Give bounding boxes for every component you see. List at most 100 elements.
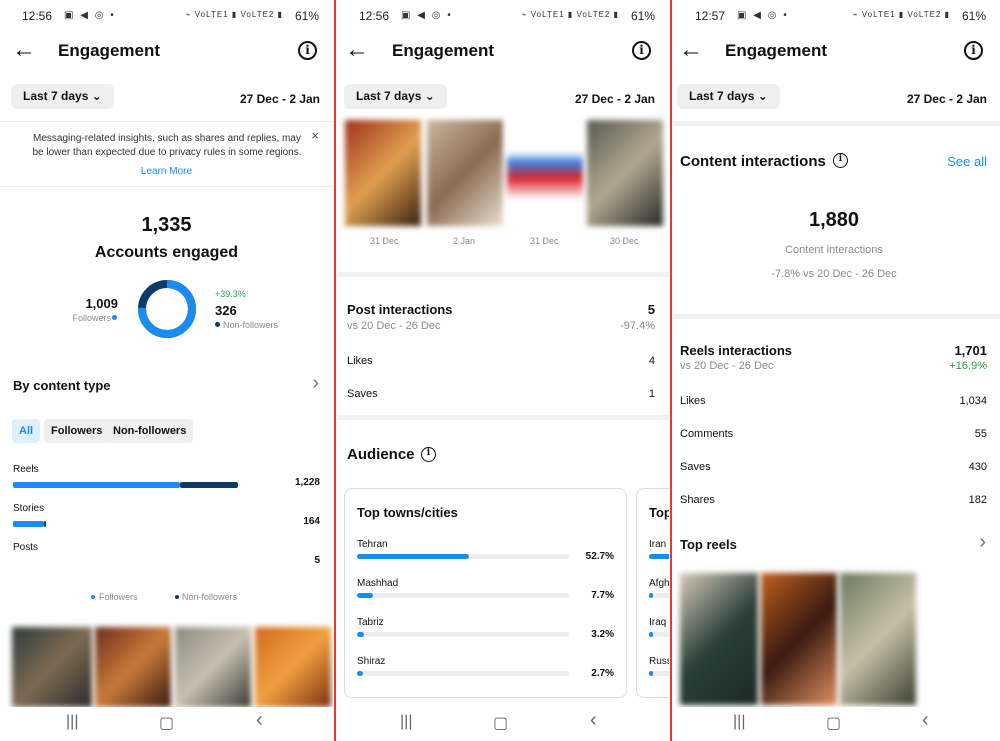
back-nav-icon[interactable]: ‹ [922, 709, 929, 731]
reels-change: +16.9% [949, 360, 987, 372]
city-name: Tehran [357, 539, 388, 550]
likes-value: 4 [648, 355, 655, 367]
chevron-down-icon: ⌄ [91, 89, 102, 103]
section-separator [337, 415, 669, 420]
tab-non-followers[interactable]: Non-followers [106, 419, 194, 443]
reel-thumbnail[interactable] [761, 573, 837, 705]
top-cities-card: Top towns/cities Tehran 52.7% Mashhad 7.7% T… [344, 488, 627, 698]
recents-icon[interactable]: ||| [733, 713, 746, 730]
content-type-label: Reels [13, 464, 39, 475]
country-name: Afgh [649, 578, 669, 589]
info-icon[interactable]: i [632, 41, 651, 60]
content-thumbnail[interactable] [12, 627, 92, 707]
metric-label: Saves [680, 461, 711, 473]
post-thumbnail[interactable] [427, 120, 503, 226]
reels-compare-range: vs 20 Dec - 26 Dec [680, 360, 774, 372]
metric-label: Comments [680, 428, 734, 440]
city-percent: 2.7% [591, 668, 614, 679]
reel-thumbnail[interactable] [840, 573, 916, 705]
content-thumbnail[interactable] [95, 627, 171, 707]
recents-icon[interactable]: ||| [400, 713, 413, 730]
audience-title: Audience [347, 446, 415, 463]
post-date: 31 Dec [370, 236, 399, 246]
back-arrow-icon[interactable]: ← [679, 36, 703, 63]
followers-count: 1,009 [85, 296, 118, 311]
post-interactions-title: Post interactions [347, 302, 453, 317]
back-nav-icon[interactable]: ‹ [256, 709, 263, 731]
content-thumbnail[interactable] [175, 627, 251, 707]
period-dropdown[interactable]: Last 7 days ⌄ [344, 84, 447, 109]
country-bar-track [649, 554, 669, 559]
back-arrow-icon[interactable]: ← [12, 36, 36, 63]
top-countries-title: Top [649, 505, 669, 520]
post-thumbnail[interactable] [345, 120, 421, 226]
metric-value: 55 [974, 428, 987, 440]
reels-interactions-value: 1,701 [954, 343, 987, 358]
metric-value: 1,034 [959, 395, 987, 407]
metric-value: 430 [968, 461, 987, 473]
info-icon[interactable]: i [833, 153, 848, 168]
notification-icons: ▣ ◀ ◎ • [64, 10, 116, 21]
see-all-link[interactable]: See all [947, 154, 987, 169]
tab-followers[interactable]: Followers [44, 419, 110, 443]
info-icon[interactable]: i [421, 447, 436, 462]
post-thumbnail[interactable] [587, 120, 663, 226]
content-interactions-total: 1,880 [808, 209, 860, 231]
date-range: 27 Dec - 2 Jan [906, 92, 987, 106]
home-icon[interactable]: ▢ [493, 715, 509, 732]
city-bar-track [357, 554, 569, 559]
chevron-right-icon[interactable]: › [312, 372, 319, 394]
post-compare-range: vs 20 Dec - 26 Dec [347, 320, 441, 332]
content-type-value: 164 [303, 516, 320, 527]
panel-divider [334, 0, 336, 741]
country-name: Russ [649, 656, 669, 667]
section-separator [673, 314, 1000, 319]
learn-more-link[interactable]: Learn More [140, 166, 193, 177]
notification-icons: ▣ ◀ ◎ • [401, 10, 453, 21]
chevron-right-icon[interactable]: › [979, 531, 986, 553]
page-title: Engagement [58, 41, 161, 60]
country-name: Iraq [649, 617, 667, 628]
post-thumbnail[interactable] [507, 120, 583, 226]
country-bar-fill [649, 671, 653, 676]
city-name: Shiraz [357, 656, 386, 667]
close-icon[interactable]: × [311, 128, 319, 143]
status-bar: 12:56 ▣ ◀ ◎ • ⌁ VoLTE1 ▮ VoLTE2 ▮ 61% [337, 9, 669, 25]
chevron-down-icon: ⌄ [424, 89, 435, 103]
home-icon[interactable]: ▢ [159, 715, 175, 732]
content-thumbnail[interactable] [255, 627, 331, 707]
home-icon[interactable]: ▢ [826, 715, 842, 732]
info-icon[interactable]: i [964, 41, 983, 60]
top-reels-title: Top reels [680, 537, 737, 552]
status-time: 12:57 [695, 9, 726, 23]
system-nav-bar: ||| ▢ ‹ [0, 707, 333, 741]
saves-value: 1 [648, 388, 655, 400]
city-bar-fill [357, 632, 364, 637]
city-bar-track [357, 632, 569, 637]
content-interactions-title: Content interactions [680, 153, 826, 170]
period-dropdown[interactable]: Last 7 days ⌄ [11, 84, 114, 109]
back-nav-icon[interactable]: ‹ [590, 709, 597, 731]
back-arrow-icon[interactable]: ← [345, 36, 369, 63]
recents-icon[interactable]: ||| [66, 713, 79, 730]
post-date: 2 Jan [453, 236, 476, 246]
post-date: 31 Dec [530, 236, 559, 246]
battery-level: 61% [630, 9, 655, 23]
period-dropdown[interactable]: Last 7 days ⌄ [677, 84, 780, 109]
info-icon[interactable]: i [298, 41, 317, 60]
signal-icon: ⌁ VoLTE1 ▮ VoLTE2 ▮ [185, 10, 283, 19]
status-time: 12:56 [359, 9, 390, 23]
panel-accounts-engaged: 12:56 ▣ ◀ ◎ • ⌁ VoLTE1 ▮ VoLTE2 ▮ 61% ← … [0, 0, 333, 741]
non-followers-bar [44, 521, 46, 527]
period-label: Last 7 days [689, 89, 755, 103]
tab-all[interactable]: All [12, 419, 41, 443]
post-interactions-value: 5 [647, 302, 655, 317]
non-followers-label: Non-followers [223, 320, 279, 330]
content-type-label: Stories [13, 503, 45, 514]
date-range: 27 Dec - 2 Jan [574, 92, 655, 106]
accounts-engaged-count: 1,335 [141, 214, 192, 236]
followers-bar [13, 482, 180, 488]
reel-thumbnail[interactable] [680, 573, 758, 705]
content-type-value: 5 [314, 555, 320, 566]
